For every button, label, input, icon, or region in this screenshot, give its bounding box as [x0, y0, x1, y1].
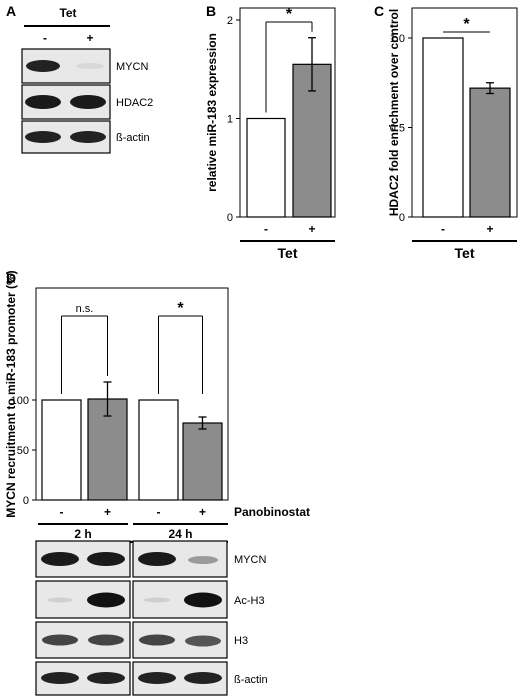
panel-a-row-actin: ß-actin: [116, 132, 150, 144]
y-axis-label: HDAC2 fold enrichment over control: [387, 9, 401, 216]
panel-c-letter: C: [374, 3, 384, 19]
x-tick-label: +: [104, 505, 111, 519]
panel-a-blot-hdac2: [21, 84, 111, 120]
panel-d-row-ach3: Ac-H3: [234, 595, 265, 607]
plot-frame: [239, 7, 336, 218]
bar: [182, 422, 223, 501]
x-tick-label: +: [308, 222, 315, 236]
panel-d-row-actin: ß-actin: [234, 674, 268, 686]
plot-frame: [411, 7, 518, 218]
y-tick-label: 0.5: [390, 123, 405, 135]
panel-a-blot-actin: [21, 120, 111, 154]
group-label: 2 h: [74, 527, 91, 541]
x-tick-label: -: [60, 505, 64, 519]
blot-d-ach3: [35, 580, 228, 619]
bar: [246, 117, 286, 218]
panel-a-lane-plus: +: [86, 31, 93, 45]
y-tick-label: 0: [23, 495, 29, 507]
y-axis-label: MYCN recruitment to miR-183 promoter (%): [4, 270, 18, 517]
bar: [87, 398, 128, 501]
panel-a-blot-mycn: [21, 48, 111, 84]
x-tick-label: -: [264, 222, 268, 236]
y-axis-label: relative miR-183 expression: [205, 33, 219, 192]
significance-label: *: [177, 300, 184, 317]
x-tick-label: -: [157, 505, 161, 519]
significance-label: *: [463, 16, 470, 33]
panel-d-row-mycn: MYCN: [234, 554, 266, 566]
x-axis-label: Panobinostat: [234, 505, 310, 519]
blot-d-actin: [35, 661, 228, 696]
plot-frame: [35, 287, 229, 501]
panel-a-tet-label: Tet: [59, 6, 76, 20]
x-axis-label: Tet: [455, 245, 475, 261]
y-tick-label: 0: [399, 212, 405, 224]
y-tick-label: 50: [17, 445, 29, 457]
y-tick-label: 1: [227, 114, 233, 126]
y-tick-label: 1.0: [390, 33, 405, 45]
blot-d-mycn: [35, 540, 228, 578]
y-tick-label: 2: [227, 15, 233, 27]
x-axis-label: Tet: [278, 245, 298, 261]
y-tick-label: 0: [227, 212, 233, 224]
panel-d-blot: [35, 540, 228, 696]
significance-label: *: [286, 6, 293, 23]
panel-a-row-hdac2: HDAC2: [116, 97, 153, 109]
y-tick-label: 100: [11, 395, 29, 407]
panel-d-chart: 0 50 100 n.s. * - + - +2 h 24 h Panobinostat MYCN r…: [4, 270, 310, 543]
panel-b-letter: B: [206, 3, 216, 19]
panel-d-row-h3: H3: [234, 635, 248, 647]
panel-b-chart: 0 1 2 * - + Tet relative miR-183 expression: [205, 6, 336, 261]
panel-c-chart: 0 0.5 1.0 * - + Tet HDAC2 fold enrichment over …: [387, 7, 518, 261]
x-tick-label: +: [486, 222, 493, 236]
x-tick-label: +: [199, 505, 206, 519]
panel-a-lane-minus: -: [43, 31, 47, 45]
panel-a-row-mycn: MYCN: [116, 61, 148, 73]
bar: [422, 37, 464, 218]
panel-d-letter: D: [6, 270, 16, 286]
group-label: 24 h: [168, 527, 192, 541]
blot-d-h3: [35, 621, 228, 659]
panel-a-letter: A: [6, 3, 16, 19]
bar: [138, 399, 179, 501]
x-tick-label: -: [441, 222, 445, 236]
bar: [41, 399, 82, 501]
significance-label: n.s.: [76, 303, 94, 315]
bar: [469, 87, 511, 218]
